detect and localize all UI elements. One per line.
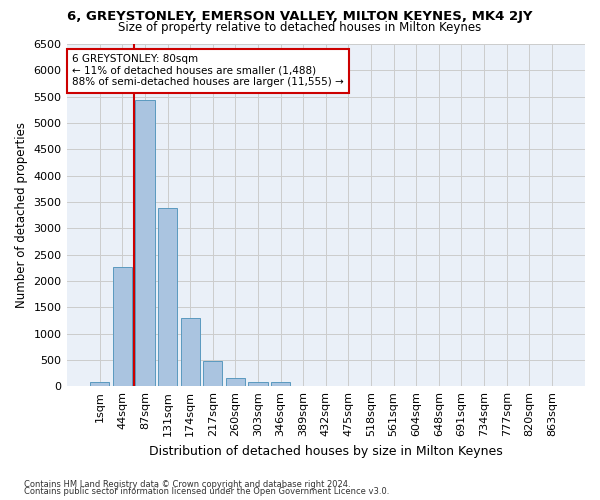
Bar [181, 318, 200, 386]
Bar [226, 378, 245, 386]
Text: Contains HM Land Registry data © Crown copyright and database right 2024.: Contains HM Land Registry data © Crown c… [24, 480, 350, 489]
Text: Size of property relative to detached houses in Milton Keynes: Size of property relative to detached ho… [118, 21, 482, 34]
Bar [113, 266, 132, 386]
Bar [136, 100, 155, 386]
Bar [203, 362, 223, 386]
Bar [271, 382, 290, 386]
Bar [90, 382, 109, 386]
Text: 6, GREYSTONLEY, EMERSON VALLEY, MILTON KEYNES, MK4 2JY: 6, GREYSTONLEY, EMERSON VALLEY, MILTON K… [67, 10, 533, 23]
X-axis label: Distribution of detached houses by size in Milton Keynes: Distribution of detached houses by size … [149, 444, 503, 458]
Text: Contains public sector information licensed under the Open Government Licence v3: Contains public sector information licen… [24, 487, 389, 496]
Y-axis label: Number of detached properties: Number of detached properties [15, 122, 28, 308]
Bar [158, 208, 177, 386]
Text: 6 GREYSTONLEY: 80sqm
← 11% of detached houses are smaller (1,488)
88% of semi-de: 6 GREYSTONLEY: 80sqm ← 11% of detached h… [72, 54, 343, 88]
Bar [248, 382, 268, 386]
